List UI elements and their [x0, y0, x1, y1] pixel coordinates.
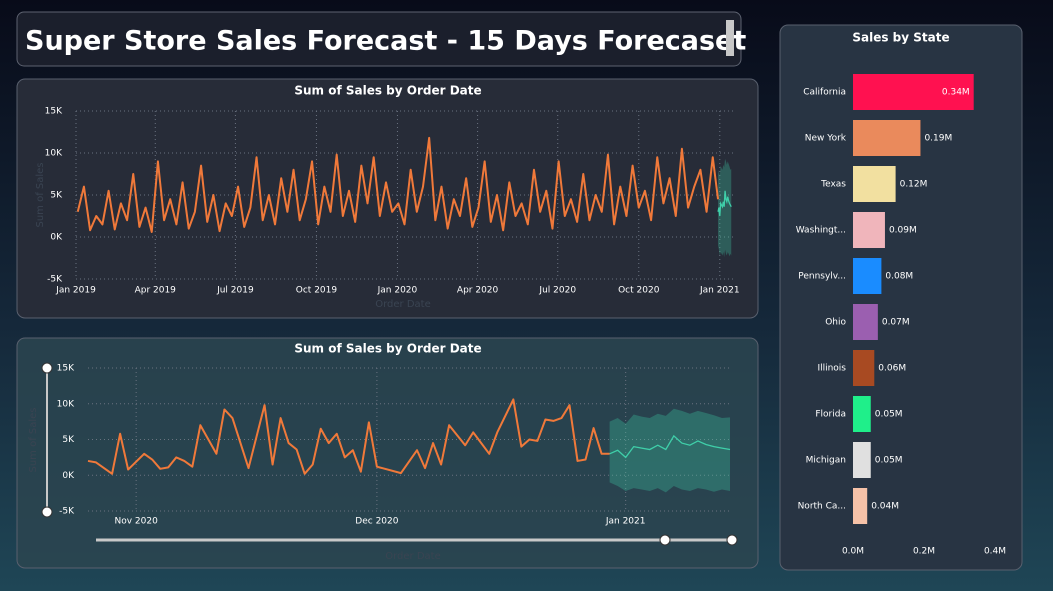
y-tick-label: -5K: [47, 275, 63, 285]
panel: [779, 24, 1023, 571]
x-tick-label: Jan 2021: [605, 517, 646, 527]
slider-handle[interactable]: [726, 534, 738, 546]
bar: [853, 304, 878, 340]
slider-handle[interactable]: [41, 506, 53, 518]
title-box: [16, 11, 742, 67]
category-label: Pennsylv...: [798, 272, 846, 282]
panel: [16, 78, 759, 319]
slider-handle[interactable]: [41, 362, 53, 374]
bar: [853, 396, 871, 432]
x-tick-label: Apr 2020: [457, 286, 499, 296]
page-title: Super Store Sales Forecast - 15 Days For…: [25, 26, 746, 57]
x-tick-label: Oct 2019: [296, 286, 338, 296]
x-tick-label: Jan 2019: [55, 286, 96, 296]
sales-line: [76, 136, 720, 233]
bar: [853, 258, 882, 294]
y-tick-label: 5K: [62, 435, 75, 445]
x-tick-label: Jul 2019: [216, 286, 254, 296]
y-tick-label: -5K: [59, 507, 75, 517]
scrollbar: [726, 20, 734, 56]
bar: [853, 488, 868, 524]
y-tick-label: 15K: [57, 364, 75, 374]
y-axis-title: Sum of Sales: [28, 407, 39, 472]
category-label: Washingt...: [796, 226, 846, 236]
x-axis-title: Order Date: [385, 551, 441, 562]
value-label: 0.05M: [875, 456, 903, 466]
forecast-line: [609, 434, 731, 459]
value-label: 0.08M: [885, 272, 913, 282]
x-tick-label: Nov 2020: [114, 517, 158, 527]
forecast-line: [717, 190, 732, 217]
category-label: New York: [805, 134, 847, 144]
value-label: 0.09M: [889, 226, 917, 236]
value-label: 0.06M: [878, 364, 906, 374]
value-label: 0.12M: [900, 180, 928, 190]
y-axis-title: Sum of Sales: [35, 162, 46, 227]
x-tick-label: Oct 2020: [618, 286, 660, 296]
value-label: 0.05M: [875, 410, 903, 420]
bar: [853, 74, 974, 110]
x-tick-label: Jan 2021: [699, 286, 740, 296]
x-axis-title: Order Date: [375, 299, 431, 310]
x-tick-label: Apr 2019: [135, 286, 177, 296]
category-label: North Ca...: [798, 502, 846, 512]
y-tick-label: 5K: [50, 191, 63, 201]
category-label: Illinois: [817, 364, 846, 374]
category-label: Ohio: [825, 318, 846, 328]
x-tick-label: 0.0M: [842, 547, 864, 557]
category-label: Florida: [815, 410, 846, 420]
sales-line: [87, 398, 610, 475]
chart-title: Sum of Sales by Order Date: [294, 342, 481, 356]
forecast-band: [718, 158, 732, 258]
category-label: California: [803, 88, 846, 98]
x-tick-label: Dec 2020: [355, 517, 398, 527]
x-tick-label: Jul 2020: [538, 286, 576, 296]
chart-title: Sum of Sales by Order Date: [294, 84, 481, 98]
category-label: Michigan: [806, 456, 846, 466]
y-tick-label: 10K: [45, 149, 63, 159]
bar: [853, 166, 896, 202]
value-label: 0.07M: [882, 318, 910, 328]
value-label: 0.34M: [942, 88, 970, 98]
bar: [853, 442, 871, 478]
x-tick-label: Jan 2020: [377, 286, 418, 296]
y-tick-label: 0K: [62, 471, 75, 481]
x-tick-label: 0.4M: [984, 547, 1006, 557]
category-label: Texas: [820, 180, 846, 190]
y-tick-label: 15K: [45, 107, 63, 117]
bar: [853, 212, 885, 248]
bar: [853, 120, 921, 156]
y-tick-label: 10K: [57, 399, 75, 409]
value-label: 0.19M: [924, 134, 952, 144]
bar: [853, 350, 875, 386]
slider-handle[interactable]: [659, 534, 671, 546]
forecast-band: [609, 408, 730, 493]
value-label: 0.04M: [871, 502, 899, 512]
x-tick-label: 0.2M: [913, 547, 935, 557]
chart-title: Sales by State: [852, 31, 949, 45]
y-tick-label: 0K: [50, 233, 63, 243]
